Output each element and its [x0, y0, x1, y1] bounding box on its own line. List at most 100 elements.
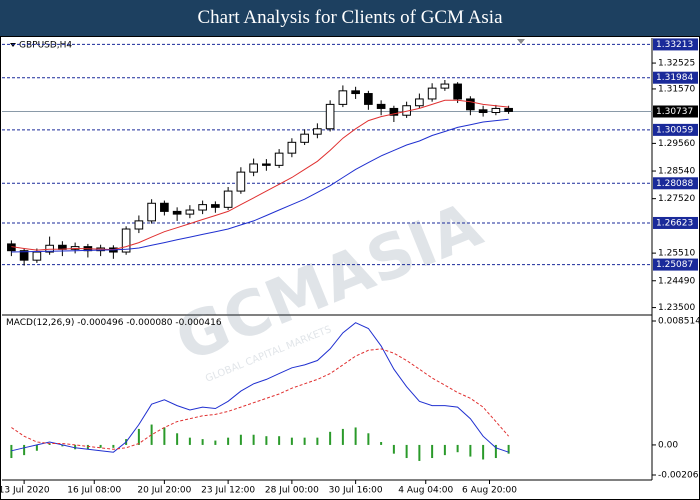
candle-body [223, 190, 233, 208]
title-bar: Chart Analysis for Clients of GCM Asia [0, 0, 700, 36]
histogram-bar [239, 434, 242, 445]
histogram-bar [35, 444, 38, 451]
histogram-bar [137, 428, 140, 445]
candle-body [287, 141, 297, 154]
macd-header: MACD(12,26,9) -0.000496 -0.000080 -0.000… [6, 318, 222, 328]
candle-body [300, 133, 309, 143]
candle-body [198, 204, 207, 211]
x-tick-label: 20 Jul 20:00 [137, 486, 191, 496]
candle-body [389, 107, 399, 116]
current-price-box [653, 105, 698, 118]
histogram-bar [482, 444, 485, 460]
y-tick-label: 1.29560 [658, 139, 695, 149]
histogram-bar [188, 437, 191, 445]
y-tick-label: 1.27520 [658, 194, 695, 204]
histogram-bar [303, 437, 306, 445]
x-tick-label: 16 Jul 08:00 [67, 486, 121, 496]
signal-line [11, 348, 509, 450]
candle-body [325, 103, 335, 130]
level-label-box [653, 177, 698, 190]
symbol-label: GBPUSD,H4 [19, 41, 72, 51]
histogram-bar [201, 439, 204, 445]
histogram-bar [265, 436, 268, 445]
candle-body [313, 128, 322, 135]
level-label-box [653, 216, 698, 229]
histogram-bar [290, 437, 293, 445]
shift-marker [517, 39, 525, 44]
candle-body [491, 107, 501, 114]
candle-body [45, 244, 54, 253]
histogram-bar [329, 431, 332, 445]
candle-body [236, 171, 246, 192]
level-label: 1.30059 [656, 125, 693, 135]
candle-body [121, 228, 131, 253]
histogram-bar [23, 444, 26, 456]
histogram-bar [354, 427, 357, 445]
frame [0, 36, 700, 500]
histogram-bar [316, 437, 319, 445]
macd-label: MACD(12,26,9) [6, 318, 74, 328]
candle-body [70, 246, 80, 250]
candle-body [364, 93, 373, 105]
level-label-box [653, 123, 698, 136]
candle-body [478, 109, 488, 114]
level-label-box [653, 258, 698, 271]
y-tick-label: 1.28540 [658, 167, 695, 177]
histogram-bar [74, 444, 77, 450]
histogram-bar [227, 437, 230, 445]
histogram-bar [494, 444, 497, 459]
level-label: 1.28088 [656, 179, 693, 189]
histogram-bar [163, 427, 166, 445]
candle-body [453, 83, 462, 100]
candle-body [338, 90, 348, 105]
candle-body [32, 251, 42, 261]
x-tick-label: 23 Jul 12:00 [201, 486, 255, 496]
candle-body [160, 202, 169, 212]
histogram-bar [431, 444, 434, 459]
macd-reading: -0.000496 [77, 318, 123, 328]
level-label: 1.31984 [656, 73, 693, 83]
histogram-bar [405, 444, 408, 459]
histogram-bar [443, 444, 446, 456]
candle-body [376, 103, 386, 109]
x-tick-label: 28 Jul 00:00 [265, 486, 319, 496]
candle-body [440, 83, 450, 89]
histogram-bar [418, 444, 421, 461]
histogram-bar [380, 442, 383, 445]
candle-body [262, 163, 271, 166]
histogram-bar [456, 444, 459, 453]
y-tick-label: 1.32525 [658, 59, 695, 69]
level-label: 1.26623 [656, 218, 693, 228]
candle-body [274, 152, 284, 166]
candle-body [466, 98, 475, 111]
candle-body [351, 90, 360, 95]
candle-body [415, 98, 424, 107]
candle-body [147, 202, 156, 222]
candle-body [134, 220, 144, 230]
histogram-bar [278, 436, 281, 445]
histogram-bar [86, 444, 89, 450]
candle-body [185, 209, 195, 215]
candle-body [427, 87, 437, 100]
x-tick-label: 30 Jul 16:00 [329, 486, 383, 496]
histogram-bar [252, 434, 255, 445]
current-price-label: 1.30737 [656, 107, 693, 117]
macd-line [11, 322, 509, 453]
histogram-bar [214, 440, 217, 445]
level-label-box [653, 38, 698, 51]
level-label-box [653, 71, 698, 84]
candle-body [504, 107, 513, 112]
histogram-bar [469, 444, 472, 457]
histogram-bar [176, 433, 179, 445]
histogram-bar [150, 424, 153, 445]
y-tick-label: -0.002066 [658, 471, 700, 481]
y-tick-label: 1.31570 [658, 84, 695, 94]
y-tick-label: 1.25510 [658, 249, 695, 259]
histogram-bar [367, 433, 370, 445]
moving-average [11, 99, 509, 251]
histogram-bar [112, 444, 115, 448]
candle-body [172, 210, 182, 215]
histogram-bar [507, 444, 510, 454]
histogram-bar [341, 428, 344, 445]
